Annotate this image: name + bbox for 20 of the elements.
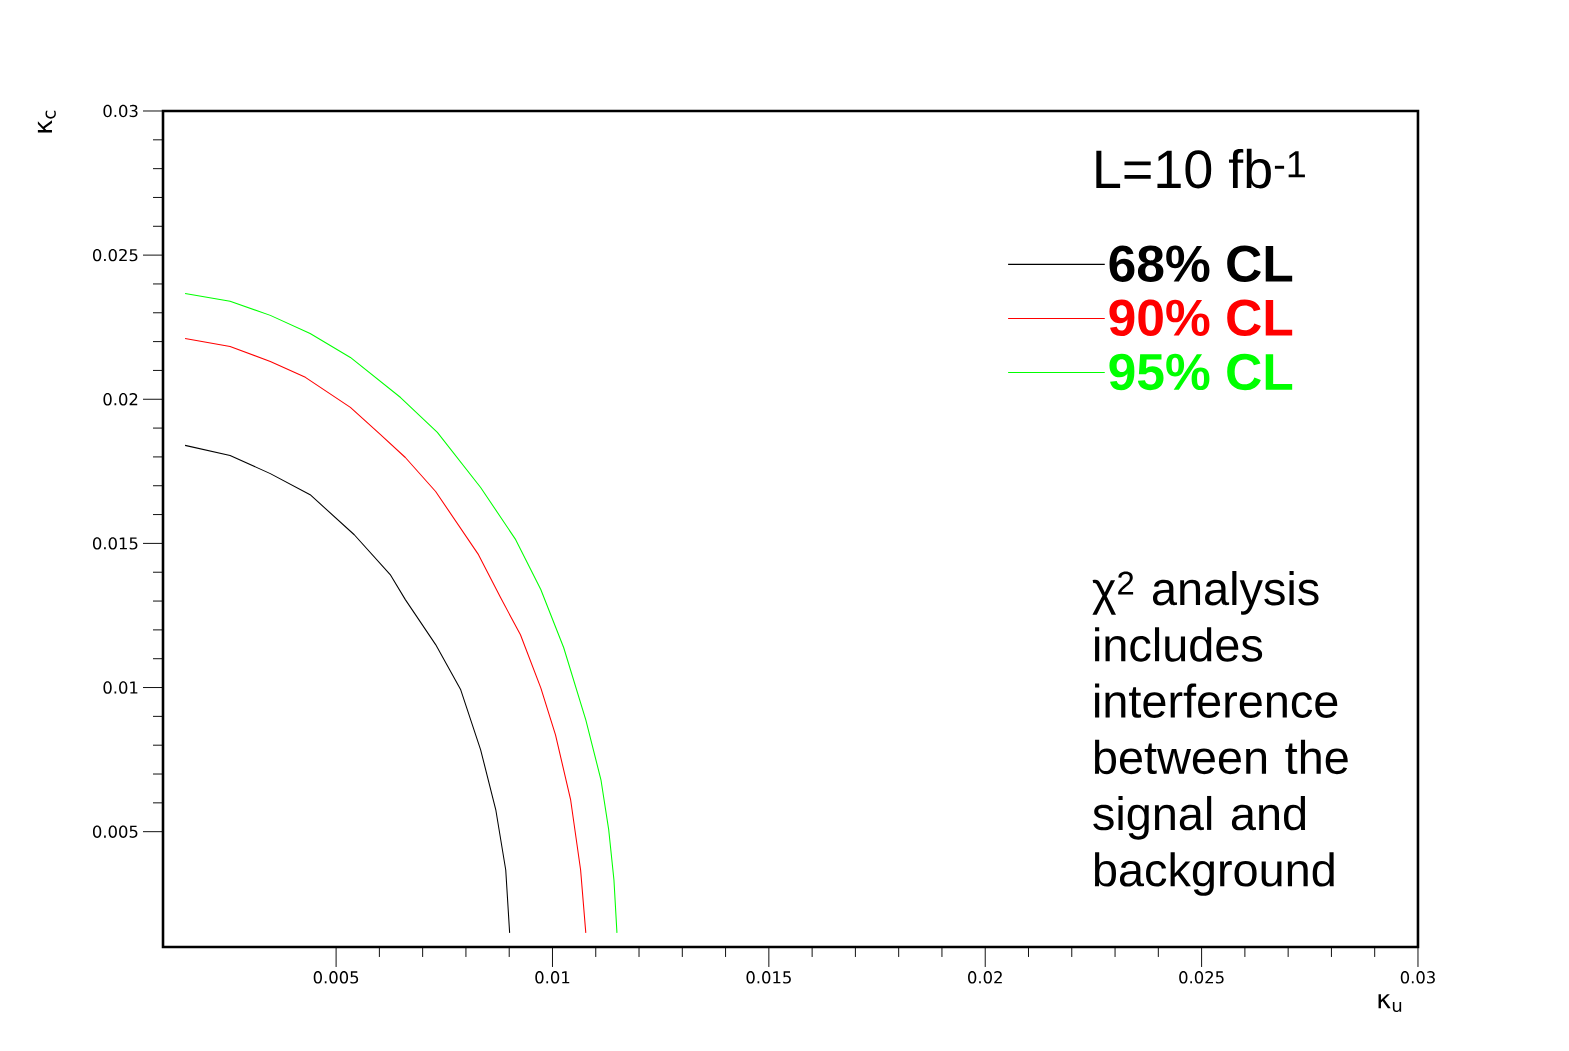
x-axis-title: κ$_{u}$ xyxy=(1378,994,1402,1013)
y-tick-label: 0.025 xyxy=(93,248,138,262)
y-tick-label: 0.015 xyxy=(93,537,138,550)
line-series xyxy=(184,444,511,934)
x-tick-label: 0.03 xyxy=(1400,971,1435,984)
x-tick-label: 0.015 xyxy=(746,971,791,984)
legend-label: 90% CL xyxy=(1109,299,1293,337)
y-axis-title: κ$_{c}$ xyxy=(37,110,56,133)
legend-label: 95% CL xyxy=(1109,353,1293,391)
x-tick-label: 0.01 xyxy=(535,971,570,984)
annotation: L=10 fb$^{-1}$ xyxy=(1096,148,1305,189)
annotation: χ$^{2}$ analysis includes interference between the signal and background xyxy=(1092,571,1348,896)
y-tick-label: 0.02 xyxy=(103,393,138,406)
x-tick-label: 0.005 xyxy=(313,971,359,984)
y-tick-label: 0.005 xyxy=(93,825,138,838)
legend-label: 68% CL xyxy=(1109,245,1293,282)
x-tick-label: 0.02 xyxy=(968,971,1002,984)
y-tick-label: 0.01 xyxy=(103,681,138,694)
y-tick-label: 0.03 xyxy=(103,104,138,118)
x-tick-label: 0.025 xyxy=(1179,971,1224,984)
